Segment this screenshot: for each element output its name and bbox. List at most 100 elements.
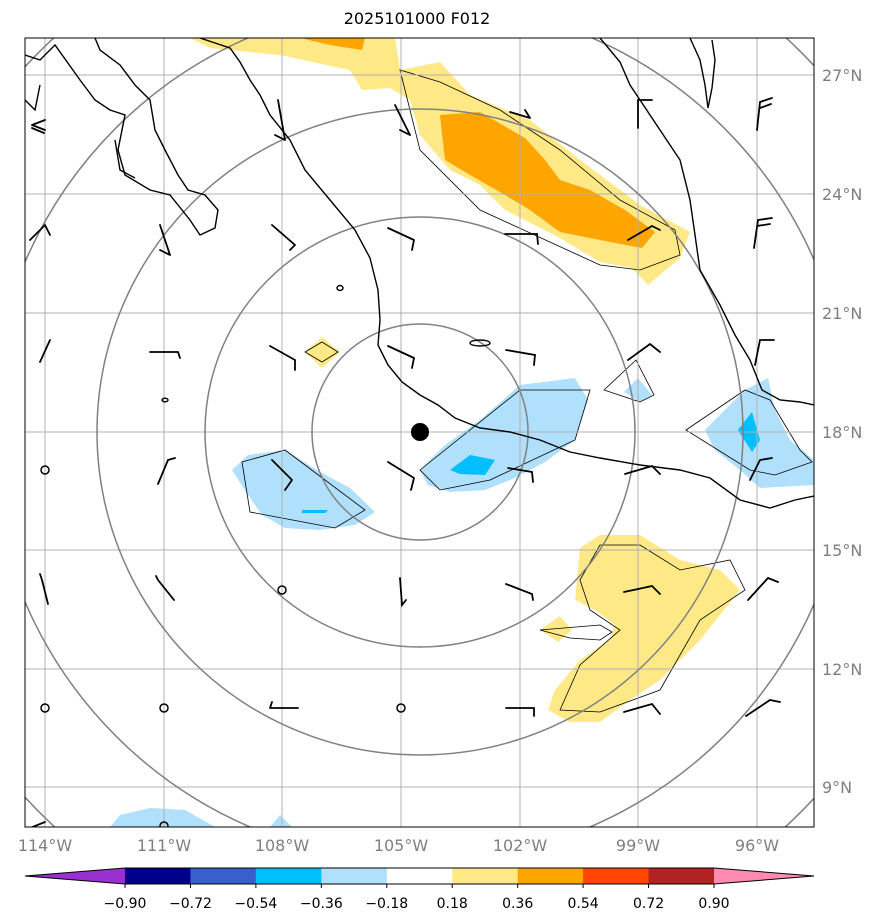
- colorbar-swatch: [583, 868, 650, 884]
- coast-baja: [25, 38, 219, 236]
- plot-frame: [24, 37, 815, 828]
- range-ring-1: [311, 323, 529, 541]
- wind-barb: [745, 699, 781, 717]
- positive-band-north-core: [300, 38, 365, 50]
- lat-label: 18°N: [822, 423, 862, 442]
- positive-band-south: [548, 535, 740, 722]
- wind-barb: [39, 339, 51, 363]
- wind-barb: [387, 345, 415, 369]
- calm-wind-circle: [40, 703, 50, 713]
- wind-barb: [623, 585, 661, 595]
- lat-label: 27°N: [822, 66, 862, 85]
- colorbar-swatch: [125, 868, 191, 884]
- negative-patch-central-core: [450, 455, 495, 475]
- wind-barb: [274, 99, 286, 141]
- range-ring-3: [96, 108, 744, 756]
- wind-barb: [637, 99, 653, 129]
- coastlines: [25, 38, 814, 509]
- map-title: 2025101000 F012: [343, 9, 491, 28]
- wind-barb: [749, 457, 773, 481]
- wind-barb: [504, 233, 539, 245]
- wind-barb: [505, 349, 536, 366]
- lat-label: 15°N: [822, 541, 862, 560]
- colorbar-swatch: [648, 868, 715, 884]
- negative-patch-west: [232, 450, 375, 530]
- colorbar-extend-low: [25, 868, 125, 884]
- negative-patch-central: [420, 378, 588, 492]
- wind-barb: [269, 345, 296, 371]
- colorbar-swatch: [517, 868, 584, 884]
- storm-center-marker: [411, 423, 429, 441]
- negative-patch-sw-bottom: [110, 808, 215, 827]
- coast-baja-north: [25, 84, 41, 112]
- wind-barb: [747, 576, 779, 601]
- colorbar-extend-high: [714, 868, 814, 884]
- colorbar-tick-label: 0.90: [698, 896, 729, 912]
- range-ring-2: [204, 216, 636, 648]
- lat-label: 9°N: [822, 778, 852, 797]
- coast-sierra: [114, 139, 136, 179]
- lon-label: 105°W: [374, 836, 429, 855]
- wind-barb: [509, 109, 531, 119]
- colorbar-tick-label: 0.54: [568, 896, 599, 912]
- colorbar-swatch: [255, 868, 322, 884]
- longitude-labels: 114°W 111°W 108°W 105°W 102°W 99°W 96°W: [18, 836, 779, 855]
- island-3: [161, 397, 169, 403]
- wind-barb: [155, 575, 175, 601]
- latitude-labels: 27°N 24°N 21°N 18°N 15°N 12°N 9°N: [822, 66, 862, 797]
- island-1: [336, 284, 344, 292]
- wind-barb: [271, 224, 296, 251]
- wind-barb: [756, 97, 773, 131]
- wind-barb: [754, 339, 775, 366]
- lon-label: 96°W: [735, 836, 779, 855]
- negative-patch-bottom-small: [270, 815, 292, 827]
- colorbar-tick-label: 0.72: [633, 896, 664, 912]
- negative-patch-west-core: [302, 510, 328, 513]
- wind-barbs: [29, 97, 781, 827]
- wind-barb: [39, 573, 49, 605]
- wind-barb: [627, 342, 661, 361]
- wind-barb: [149, 351, 181, 359]
- calm-wind-circle: [277, 585, 287, 595]
- positive-band-north-core2: [440, 112, 655, 248]
- colorbar-tick-label: −0.54: [234, 896, 277, 912]
- wind-barb: [387, 227, 415, 251]
- colorbar-swatch: [452, 868, 519, 884]
- colorbar-tick-label: 0.36: [502, 896, 533, 912]
- calm-wind-circle: [396, 703, 406, 713]
- wind-barb: [269, 701, 299, 709]
- colorbar-tick-label: −0.90: [104, 896, 147, 912]
- wind-barb: [623, 702, 661, 715]
- calm-wind-circle: [159, 821, 169, 827]
- wind-barb: [507, 467, 534, 483]
- calm-wind-circle: [40, 465, 50, 475]
- lat-label: 12°N: [822, 660, 862, 679]
- lat-label: 24°N: [822, 185, 862, 204]
- coast-yucatan: [689, 38, 716, 109]
- wind-barb: [30, 821, 46, 827]
- wind-barb: [31, 119, 46, 134]
- wind-barb: [271, 459, 293, 491]
- wind-barb: [753, 217, 773, 249]
- colorbar-tick-label: −0.18: [365, 896, 408, 912]
- wind-barb: [159, 224, 171, 256]
- lon-label: 108°W: [255, 836, 310, 855]
- lat-label: 21°N: [822, 304, 862, 323]
- colorbar-tick-label: −0.36: [300, 896, 343, 912]
- positive-patch-small: [305, 337, 340, 368]
- coast-mainland-west: [199, 38, 814, 509]
- lon-label: 102°W: [493, 836, 548, 855]
- colorbar-swatch: [386, 868, 453, 884]
- field-shading: [110, 38, 814, 827]
- wind-barb: [627, 224, 661, 241]
- colorbar-swatch: [321, 868, 388, 884]
- colorbar-tick-label: 0.18: [437, 896, 468, 912]
- wind-barb: [394, 104, 411, 136]
- wind-barb: [505, 707, 535, 717]
- wind-barb: [505, 583, 534, 601]
- lon-label: 99°W: [616, 836, 660, 855]
- lon-label: 111°W: [137, 836, 192, 855]
- wind-barb: [157, 457, 176, 485]
- colorbar: −0.90 −0.72 −0.54 −0.36 −0.18 0.18 0.36 0.54 0.7…: [24, 867, 815, 912]
